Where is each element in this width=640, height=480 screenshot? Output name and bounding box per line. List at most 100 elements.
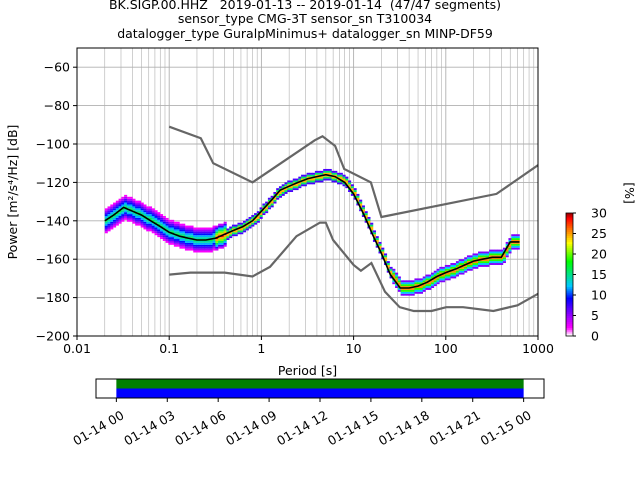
colorbar-segment bbox=[566, 215, 573, 218]
x-tick-label: 1 bbox=[257, 341, 265, 356]
histogram-cell bbox=[115, 214, 119, 216]
histogram-cell bbox=[389, 272, 393, 275]
histogram-cell bbox=[223, 231, 227, 234]
histogram-cell bbox=[231, 234, 236, 237]
histogram-cell bbox=[201, 242, 205, 245]
histogram-cell bbox=[314, 178, 318, 181]
colorbar-tick-label: 20 bbox=[591, 247, 607, 262]
histogram-cell bbox=[419, 282, 424, 285]
histogram-cell bbox=[204, 231, 208, 234]
histogram-cell bbox=[411, 291, 415, 294]
histogram-cell bbox=[411, 282, 415, 285]
histogram-cell bbox=[110, 227, 114, 230]
histogram-cell bbox=[143, 212, 147, 215]
histogram-cell bbox=[334, 180, 338, 183]
histogram-cell bbox=[184, 225, 189, 228]
coverage-tick-label: 01-14 18 bbox=[376, 407, 432, 448]
histogram-cell bbox=[171, 229, 175, 232]
histogram-cell bbox=[395, 276, 399, 279]
histogram-cell bbox=[491, 255, 495, 258]
histogram-cell bbox=[464, 257, 468, 260]
histogram-cell bbox=[137, 208, 141, 211]
histogram-cell bbox=[273, 192, 277, 194]
y-tick-label: −180 bbox=[36, 290, 70, 305]
colorbar-segment bbox=[566, 321, 573, 325]
histogram-cell bbox=[190, 239, 194, 241]
histogram-cell bbox=[201, 235, 205, 238]
histogram-cell bbox=[157, 227, 161, 230]
y-tick-label: −140 bbox=[36, 213, 70, 228]
histogram-cell bbox=[132, 214, 136, 216]
histogram-cell bbox=[121, 210, 125, 213]
histogram-cell bbox=[190, 248, 194, 251]
histogram-cell bbox=[348, 180, 352, 183]
histogram-cell bbox=[154, 221, 158, 224]
histogram-cell bbox=[309, 178, 313, 181]
histogram-cell bbox=[447, 272, 451, 275]
histogram-cell bbox=[121, 216, 125, 218]
histogram-cell bbox=[461, 266, 465, 269]
histogram-cell bbox=[143, 217, 147, 220]
histogram-cell bbox=[328, 176, 332, 179]
histogram-cell bbox=[317, 178, 321, 181]
histogram-cell bbox=[306, 174, 310, 177]
histogram-cell bbox=[306, 180, 310, 183]
histogram-cell bbox=[218, 227, 222, 230]
histogram-cell bbox=[113, 206, 117, 209]
histogram-cell bbox=[278, 193, 283, 196]
histogram-cell bbox=[165, 231, 169, 234]
histogram-cell bbox=[126, 210, 130, 213]
histogram-cell bbox=[453, 263, 457, 265]
histogram-cell bbox=[209, 233, 213, 236]
histogram-cell bbox=[516, 236, 520, 239]
histogram-cell bbox=[107, 229, 111, 232]
histogram-cell bbox=[342, 178, 346, 181]
histogram-cell bbox=[204, 240, 208, 243]
histogram-cell bbox=[220, 246, 224, 249]
colorbar-segment bbox=[566, 251, 573, 255]
histogram-cell bbox=[290, 190, 294, 192]
colorbar-segment bbox=[566, 329, 573, 333]
histogram-cell bbox=[204, 248, 208, 251]
histogram-cell bbox=[301, 182, 305, 185]
histogram-cell bbox=[419, 280, 424, 283]
histogram-cell bbox=[132, 198, 136, 201]
histogram-cell bbox=[292, 188, 296, 191]
histogram-cell bbox=[198, 227, 202, 230]
histogram-cell bbox=[303, 180, 307, 183]
histogram-cell bbox=[350, 188, 354, 191]
histogram-cell bbox=[442, 278, 446, 281]
histogram-cell bbox=[497, 257, 501, 260]
histogram-cell bbox=[207, 244, 211, 247]
histogram-cell bbox=[400, 284, 404, 287]
histogram-cell bbox=[129, 204, 133, 207]
histogram-cell bbox=[278, 192, 283, 194]
colorbar-segment bbox=[566, 272, 573, 275]
histogram-cell bbox=[472, 266, 476, 269]
histogram-cell bbox=[132, 208, 136, 211]
histogram-cell bbox=[195, 229, 200, 232]
histogram-cell bbox=[223, 237, 227, 240]
histogram-cell bbox=[370, 228, 374, 231]
histogram-cell bbox=[234, 226, 238, 229]
histogram-cell bbox=[204, 227, 208, 230]
histogram-cell bbox=[425, 286, 429, 288]
histogram-cell bbox=[179, 231, 183, 234]
histogram-cell bbox=[505, 251, 509, 254]
histogram-cell bbox=[439, 270, 443, 273]
histogram-cell bbox=[215, 242, 219, 245]
histogram-cell bbox=[165, 240, 169, 243]
histogram-cell bbox=[303, 182, 307, 185]
histogram-cell bbox=[422, 280, 426, 283]
colorbar-segment bbox=[566, 311, 573, 314]
coverage-tick-label: 01-14 21 bbox=[427, 407, 483, 448]
histogram-cell bbox=[511, 240, 515, 242]
histogram-cell bbox=[284, 192, 288, 194]
histogram-cell bbox=[497, 259, 501, 262]
histogram-cell bbox=[110, 225, 114, 228]
colorbar-label: [%] bbox=[622, 182, 637, 204]
histogram-cell bbox=[475, 257, 479, 260]
histogram-cell bbox=[502, 253, 506, 256]
colorbar-segment bbox=[566, 331, 573, 335]
histogram-cell bbox=[339, 176, 343, 179]
